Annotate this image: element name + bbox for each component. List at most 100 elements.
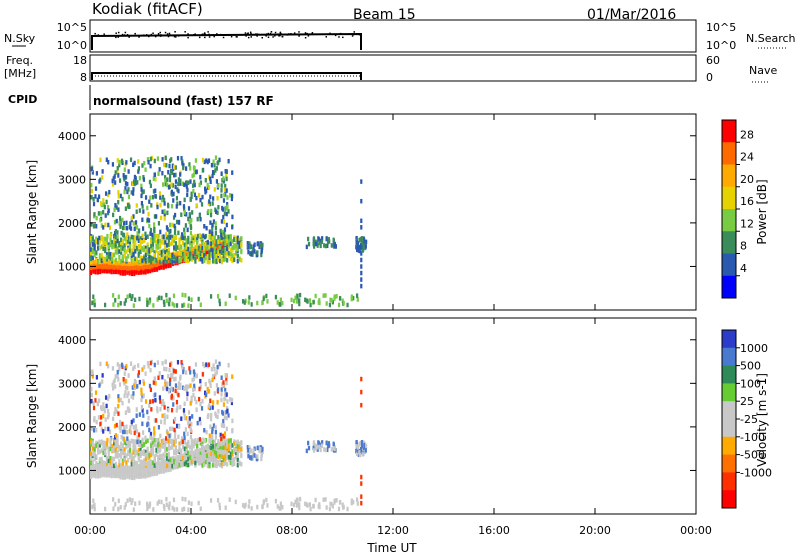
velocity-cell xyxy=(112,456,116,462)
velocity-cell xyxy=(135,413,138,418)
nsky-point xyxy=(247,36,250,39)
velocity-cell xyxy=(360,443,364,449)
velocity-cell xyxy=(201,463,204,468)
velocity-cell xyxy=(356,501,359,506)
velocity-cell xyxy=(137,442,140,447)
velocity-cell xyxy=(215,443,218,448)
power-cell xyxy=(305,298,308,303)
velocity-cell xyxy=(162,438,165,444)
velocity-cell xyxy=(318,502,321,507)
power-cell xyxy=(190,234,193,239)
power-cell xyxy=(298,298,301,303)
velocity-cell xyxy=(133,475,136,481)
velocity-cell xyxy=(97,447,100,452)
power-cell xyxy=(116,230,119,235)
power-cell xyxy=(105,254,109,260)
velocity-cell xyxy=(108,393,111,399)
velocity-cell xyxy=(360,449,363,455)
power-cell xyxy=(142,174,145,180)
nsky-point xyxy=(279,34,281,37)
power-cell xyxy=(111,252,114,257)
cpid-label: CPID xyxy=(8,93,37,106)
velocity-cell xyxy=(102,406,106,411)
power-cell xyxy=(323,243,326,248)
power-cell xyxy=(130,261,134,267)
velocity-cell xyxy=(209,498,213,503)
velocity-cell xyxy=(210,442,213,447)
power-cell xyxy=(176,201,179,206)
power-cell xyxy=(217,257,220,263)
power-cell xyxy=(155,244,158,249)
velocity-cell xyxy=(163,420,166,425)
power-cell xyxy=(97,246,100,251)
power-cell xyxy=(360,264,363,269)
velocity-cell xyxy=(153,471,156,477)
power-cell xyxy=(215,253,218,259)
velocity-cell xyxy=(117,506,120,512)
velocity-cell xyxy=(93,443,96,449)
power-cell xyxy=(364,244,367,249)
velocity-cell xyxy=(94,464,97,469)
velocity-cell xyxy=(203,428,206,433)
power-cell xyxy=(203,242,206,247)
velocity-cell xyxy=(231,428,234,434)
power-cell xyxy=(184,223,187,228)
velocity-cell xyxy=(117,411,120,416)
power-cell xyxy=(117,194,120,199)
velocity-cell xyxy=(339,500,342,505)
velocity-cell xyxy=(160,469,163,474)
velocity-cell xyxy=(165,436,168,441)
nsky-point xyxy=(103,33,105,35)
velocity-cell xyxy=(176,391,179,396)
velocity-cell xyxy=(162,503,166,509)
velocity-cell xyxy=(114,454,117,459)
power-cell xyxy=(137,228,141,233)
power-cell xyxy=(128,241,132,246)
power-cell xyxy=(208,248,211,254)
power-cell xyxy=(240,243,243,248)
velocity-cell xyxy=(224,450,227,456)
power-cell xyxy=(134,297,137,303)
power-cell xyxy=(208,241,211,246)
velocity-cell xyxy=(90,455,93,460)
power-cell xyxy=(115,218,118,224)
power-cell xyxy=(164,249,167,255)
velocity-cell xyxy=(156,406,159,411)
velocity-cell xyxy=(222,402,226,407)
power-cell xyxy=(207,158,211,163)
power-cell xyxy=(122,220,126,226)
velocity-cell xyxy=(185,384,188,389)
power-cell xyxy=(185,250,188,256)
velocity-cell xyxy=(279,501,282,507)
nsky-point xyxy=(280,33,282,35)
power-cell xyxy=(97,240,100,245)
power-cell xyxy=(224,168,227,174)
power-cell xyxy=(217,250,220,256)
velocity-cell xyxy=(133,378,137,384)
power-cell xyxy=(256,250,259,255)
velocity-cell xyxy=(205,453,209,459)
power-cell xyxy=(125,220,128,226)
power-cell xyxy=(222,253,225,259)
velocity-cell xyxy=(118,419,122,425)
power-cell xyxy=(155,214,158,219)
velocity-cell xyxy=(141,450,144,455)
power-cell xyxy=(153,233,156,239)
velocity-cell xyxy=(105,473,109,478)
power-cell xyxy=(226,202,229,207)
velocity-cell xyxy=(99,473,102,479)
power-cell xyxy=(192,172,195,178)
velocity-cell xyxy=(148,427,151,433)
velocity-cell xyxy=(219,432,222,438)
power-cell xyxy=(206,182,209,188)
power-cell xyxy=(130,257,133,263)
power-cell xyxy=(129,226,133,231)
nsky-point xyxy=(160,34,162,36)
velocity-cell xyxy=(124,502,127,507)
power-cell xyxy=(111,256,114,262)
power-cell xyxy=(108,262,111,268)
velocity-cell xyxy=(290,501,293,507)
power-cell xyxy=(114,298,117,303)
power-cell xyxy=(209,294,213,299)
velocity-cell xyxy=(222,457,225,463)
